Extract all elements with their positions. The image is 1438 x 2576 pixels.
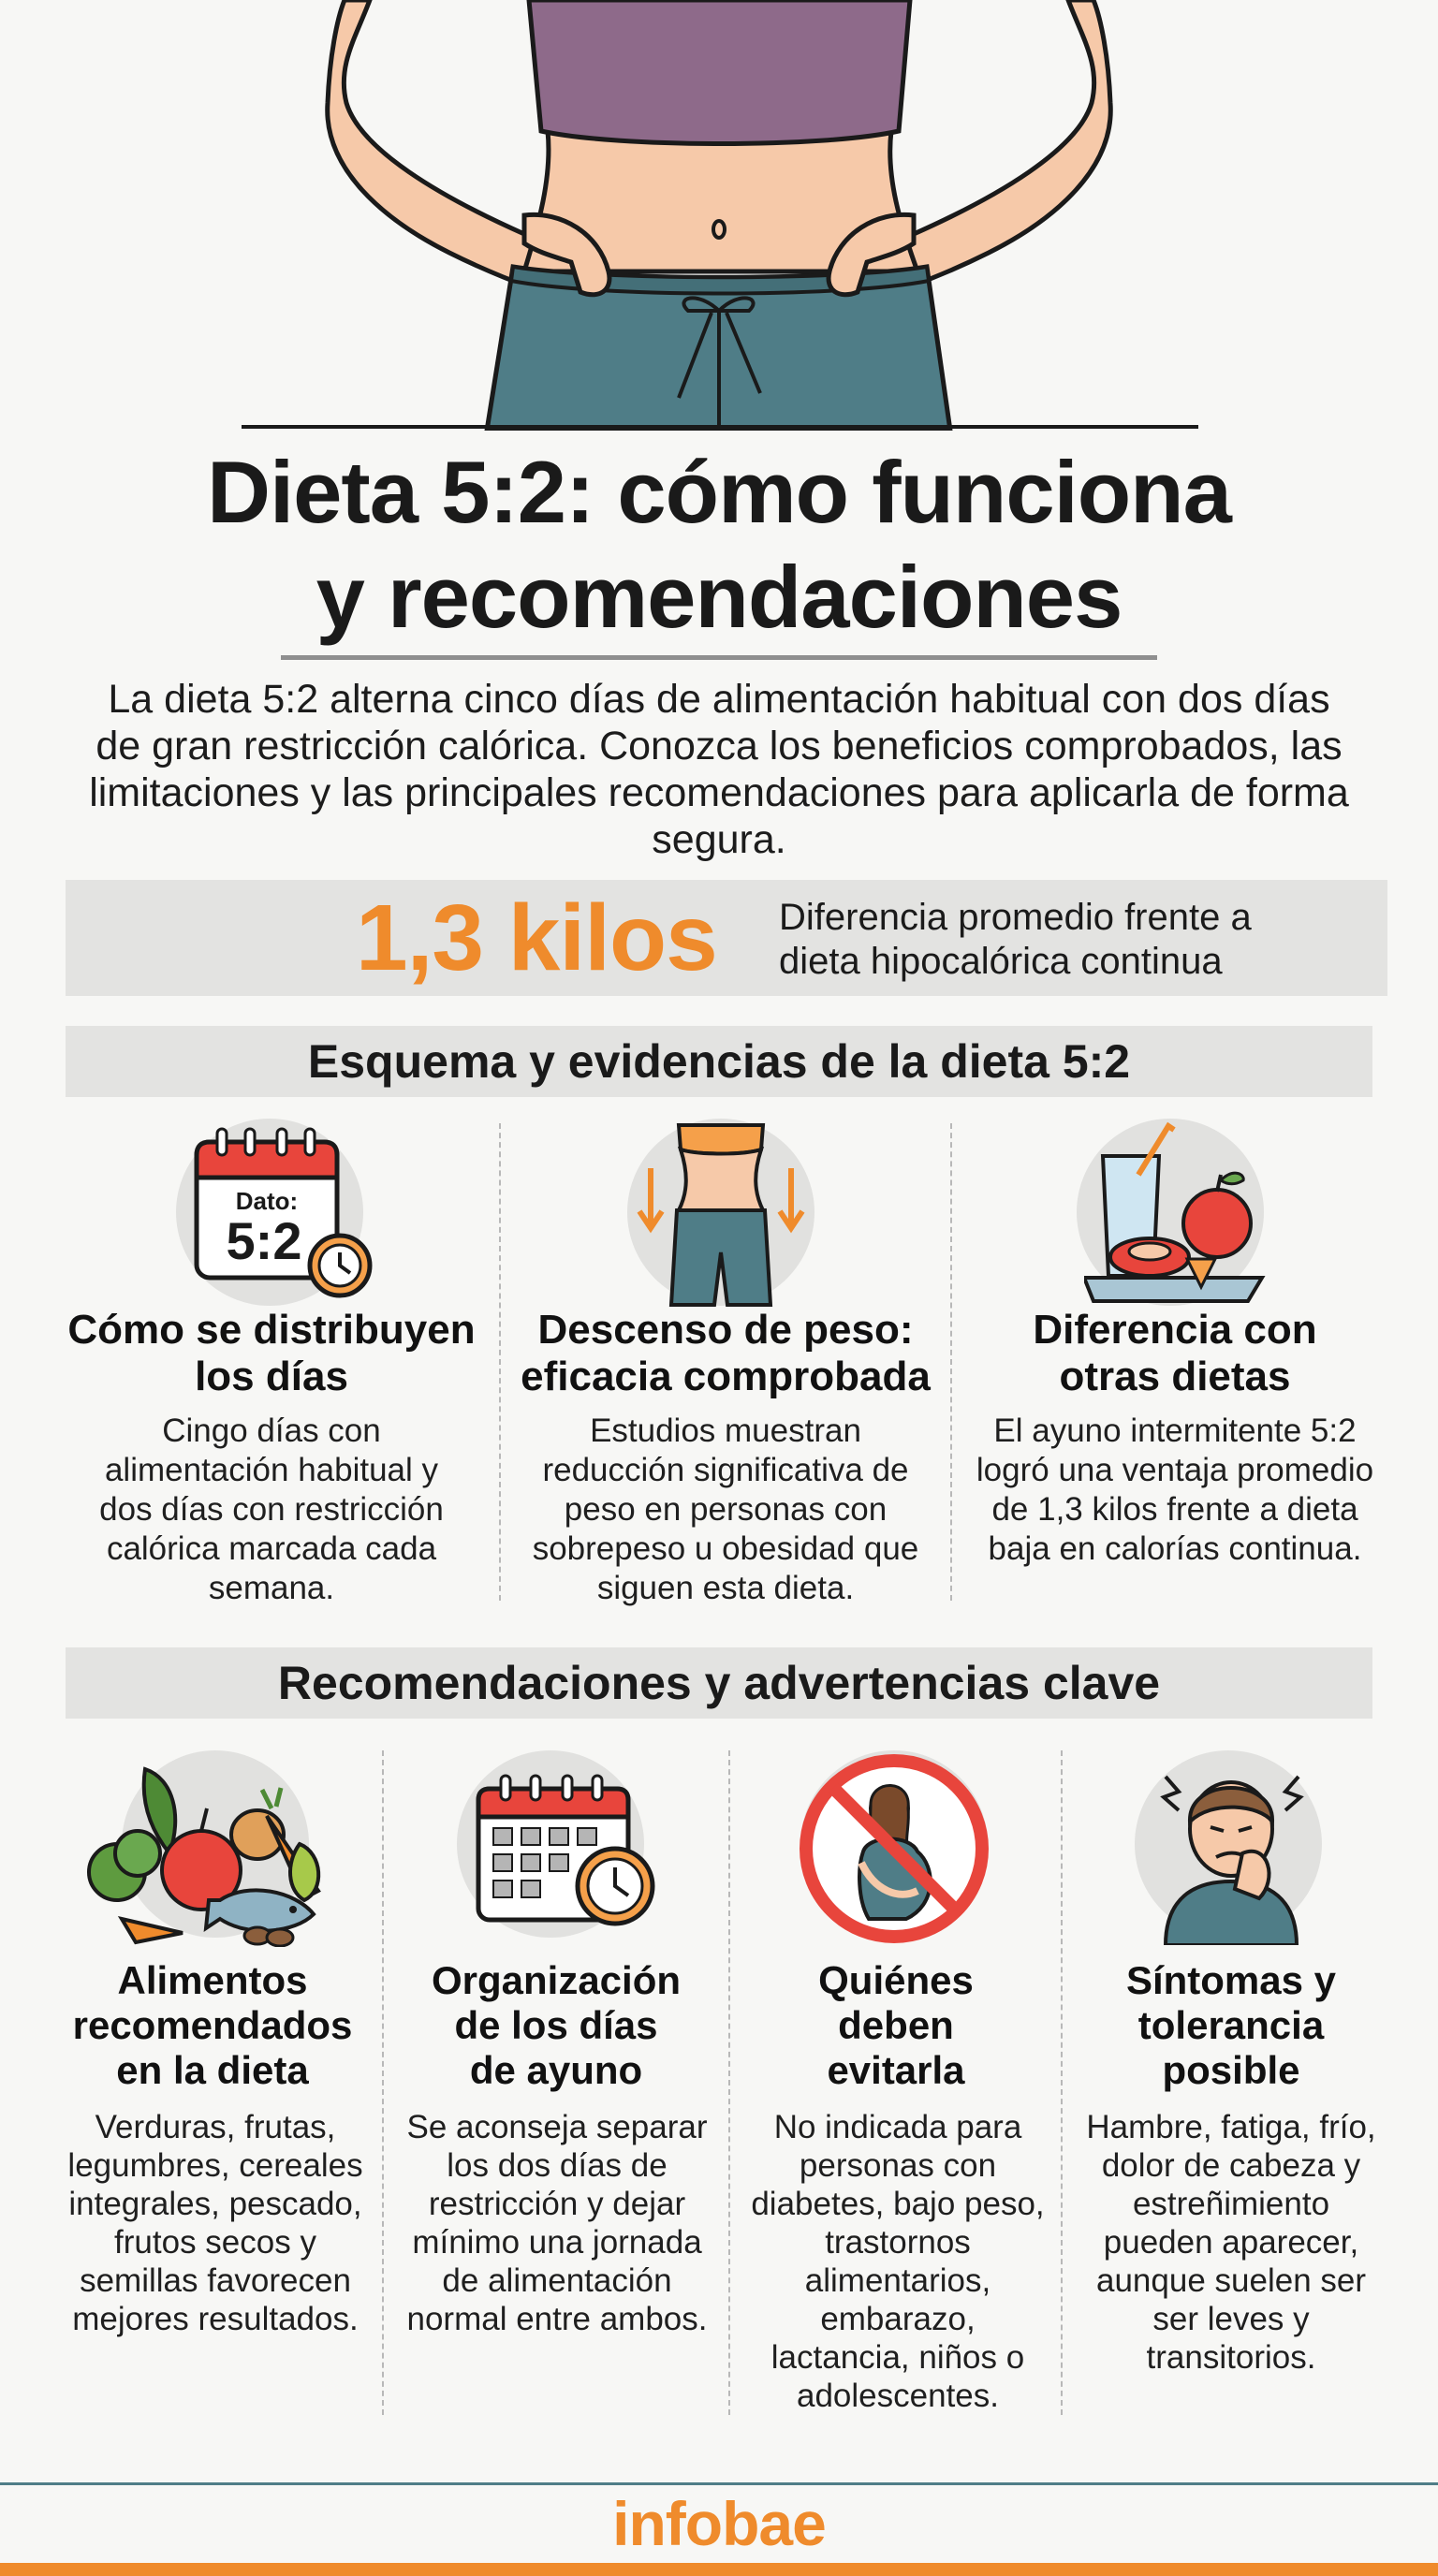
item-title-line: Cómo se distribuyen	[67, 1307, 476, 1353]
infobae-logo: infobae	[612, 2489, 827, 2558]
item-text: Estudios muestran reducción significativ…	[532, 1412, 919, 1606]
stat-desc-line-1: Diferencia promedio frente a	[779, 897, 1252, 938]
item-title-line: Síntomas y	[1125, 1958, 1337, 2002]
item-title: Diferencia con otras dietas	[964, 1307, 1386, 1400]
page-title: Dieta 5:2: cómo funciona y recomendacion…	[56, 440, 1382, 650]
title-line-1: Dieta 5:2: cómo funciona	[207, 443, 1232, 541]
item-text: No indicada para personas con diabetes, …	[751, 2109, 1045, 2414]
item-title-line: Quiénes	[818, 1958, 974, 2002]
item-title-line: eficacia comprobada	[521, 1354, 931, 1399]
item-title: Cómo se distribuyen los días	[56, 1307, 487, 1400]
item-title-line: de los días	[454, 2003, 658, 2047]
item-text: Se aconseja separar los dos días de rest…	[406, 2109, 708, 2337]
item-title-line: tolerancia	[1137, 2003, 1325, 2047]
item-title-line: evitarla	[827, 2048, 965, 2092]
item-title: Quiénes deben evitarla	[736, 1958, 1056, 2093]
intro-text: La dieta 5:2 alterna cinco días de alime…	[89, 677, 1349, 862]
column-divider	[1061, 1750, 1063, 2415]
footer-divider	[0, 2482, 1438, 2485]
item-title: Descenso de peso: eficacia comprobada	[506, 1307, 946, 1400]
stat-band	[66, 880, 1387, 996]
column-divider	[499, 1123, 501, 1601]
column-divider	[728, 1750, 730, 2415]
item-title-line: posible	[1162, 2048, 1300, 2092]
item-title-line: Organización	[431, 1958, 682, 2002]
title-underline	[281, 655, 1157, 660]
hero-divider	[242, 425, 1198, 429]
item-title-line: en la dieta	[116, 2048, 309, 2092]
item-title-line: los días	[195, 1354, 348, 1399]
column-divider	[950, 1123, 952, 1601]
calendar-label: Dato:	[236, 1187, 298, 1215]
item-title: Organización de los días de ayuno	[389, 1958, 723, 2093]
item-title: Síntomas y tolerancia posible	[1067, 1958, 1395, 2093]
stat-value: 1,3 kilos	[356, 886, 718, 990]
waist-loss-icon	[637, 1123, 805, 1307]
hero-waist-illustration	[325, 0, 1113, 431]
item-title-line: de ayuno	[469, 2048, 643, 2092]
section-heading-scheme: Esquema y evidencias de la dieta 5:2	[66, 1026, 1372, 1097]
item-text: Cingo días con alimentación habitual y d…	[99, 1412, 444, 1606]
item-title-line: Descenso de peso:	[537, 1307, 914, 1353]
title-line-2: y recomendaciones	[315, 548, 1123, 646]
item-text: El ayuno intermitente 5:2 logró una vent…	[976, 1412, 1374, 1567]
meal-comparison-icon	[1084, 1121, 1266, 1303]
item-title-line: otras dietas	[1059, 1354, 1291, 1399]
unwell-person-icon	[1160, 1775, 1304, 1945]
section-heading-recommendations: Recomendaciones y advertencias clave	[66, 1647, 1372, 1719]
column-divider	[382, 1750, 384, 2415]
calendar-icon: Dato: 5:2	[194, 1127, 373, 1298]
footer-accent-bar	[0, 2563, 1438, 2576]
calendar-clock-icon	[476, 1774, 655, 1926]
item-title-line: recomendados	[72, 2003, 353, 2047]
item-text: Hambre, fatiga, frío, dolor de cabeza y …	[1086, 2109, 1376, 2376]
healthy-foods-icon	[87, 1766, 321, 1947]
calendar-value: 5:2	[227, 1211, 302, 1270]
item-title-line: deben	[838, 2003, 954, 2047]
no-pregnancy-icon	[800, 1754, 989, 1943]
item-title-line: Alimentos	[117, 1958, 308, 2002]
stat-description: Diferencia promedio frente a dieta hipoc…	[779, 896, 1359, 984]
stat-desc-line-2: dieta hipocalórica continua	[779, 941, 1223, 982]
item-title: Alimentos recomendados en la dieta	[49, 1958, 376, 2093]
item-title-line: Diferencia con	[1033, 1307, 1317, 1353]
item-text: Verduras, frutas, legumbres, cereales in…	[67, 2109, 363, 2337]
